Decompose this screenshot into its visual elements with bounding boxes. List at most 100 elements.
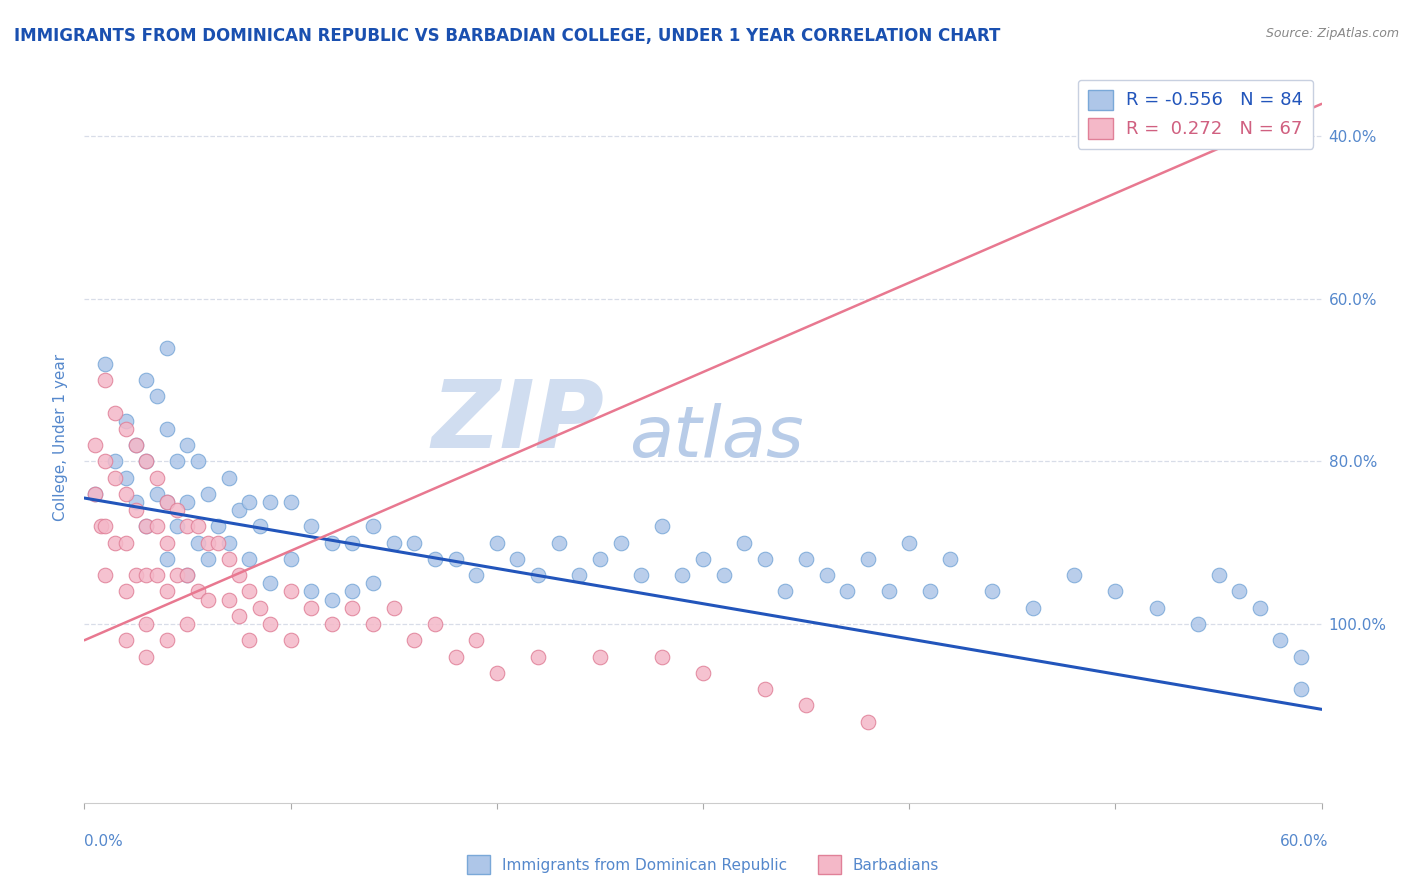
Point <box>228 608 250 623</box>
Point <box>156 341 179 355</box>
Point <box>125 495 148 509</box>
Point <box>259 617 281 632</box>
Point <box>1187 617 1209 632</box>
Point <box>280 584 302 599</box>
Point <box>187 519 209 533</box>
Point <box>609 535 631 549</box>
Point <box>187 535 209 549</box>
Point <box>187 584 209 599</box>
Point <box>692 665 714 680</box>
Point <box>125 503 148 517</box>
Point <box>280 495 302 509</box>
Point <box>238 552 260 566</box>
Point <box>125 438 148 452</box>
Text: atlas: atlas <box>628 402 803 472</box>
Point <box>506 552 529 566</box>
Point <box>299 584 322 599</box>
Point <box>94 357 117 371</box>
Point <box>249 600 271 615</box>
Point <box>589 649 612 664</box>
Point <box>980 584 1002 599</box>
Point <box>321 592 343 607</box>
Point <box>361 519 384 533</box>
Point <box>207 535 229 549</box>
Point <box>754 552 776 566</box>
Point <box>527 649 550 664</box>
Point <box>218 471 240 485</box>
Point <box>156 535 179 549</box>
Point <box>83 487 105 501</box>
Point <box>837 584 859 599</box>
Point <box>918 584 941 599</box>
Text: 60.0%: 60.0% <box>1281 834 1329 849</box>
Point <box>114 535 136 549</box>
Point <box>342 535 364 549</box>
Text: 0.0%: 0.0% <box>84 834 124 849</box>
Point <box>114 422 136 436</box>
Text: ZIP: ZIP <box>432 376 605 468</box>
Text: Source: ZipAtlas.com: Source: ZipAtlas.com <box>1265 27 1399 40</box>
Point <box>238 495 260 509</box>
Point <box>135 373 157 387</box>
Point <box>114 633 136 648</box>
Point <box>877 584 900 599</box>
Point <box>94 373 117 387</box>
Point <box>176 519 198 533</box>
Point <box>259 495 281 509</box>
Point <box>104 406 127 420</box>
Point <box>1208 568 1230 582</box>
Point <box>166 454 188 468</box>
Point <box>898 535 921 549</box>
Point <box>135 617 157 632</box>
Point <box>775 584 797 599</box>
Point <box>156 495 179 509</box>
Point <box>856 552 879 566</box>
Point <box>423 552 446 566</box>
Point <box>176 617 198 632</box>
Point <box>90 519 112 533</box>
Point <box>135 649 157 664</box>
Point <box>568 568 591 582</box>
Point <box>218 592 240 607</box>
Point <box>1146 600 1168 615</box>
Point <box>485 665 508 680</box>
Point <box>444 649 467 664</box>
Point <box>423 617 446 632</box>
Point <box>145 487 167 501</box>
Point <box>465 633 488 648</box>
Point <box>321 535 343 549</box>
Point <box>83 487 105 501</box>
Legend: Immigrants from Dominican Republic, Barbadians: Immigrants from Dominican Republic, Barb… <box>461 849 945 880</box>
Point <box>135 519 157 533</box>
Point <box>228 503 250 517</box>
Point <box>197 552 219 566</box>
Point <box>166 503 188 517</box>
Point <box>259 576 281 591</box>
Point <box>939 552 962 566</box>
Point <box>156 633 179 648</box>
Point <box>114 414 136 428</box>
Point <box>1270 633 1292 648</box>
Point <box>156 495 179 509</box>
Point <box>361 617 384 632</box>
Point <box>794 552 817 566</box>
Point <box>404 633 426 648</box>
Point <box>404 535 426 549</box>
Point <box>733 535 755 549</box>
Point <box>176 568 198 582</box>
Y-axis label: College, Under 1 year: College, Under 1 year <box>53 353 69 521</box>
Point <box>342 600 364 615</box>
Point <box>382 535 405 549</box>
Point <box>671 568 693 582</box>
Point <box>589 552 612 566</box>
Point <box>114 487 136 501</box>
Point <box>1249 600 1271 615</box>
Point <box>485 535 508 549</box>
Point <box>382 600 405 615</box>
Point <box>114 471 136 485</box>
Point <box>321 617 343 632</box>
Point <box>104 535 127 549</box>
Point <box>299 600 322 615</box>
Point <box>104 471 127 485</box>
Point <box>754 681 776 696</box>
